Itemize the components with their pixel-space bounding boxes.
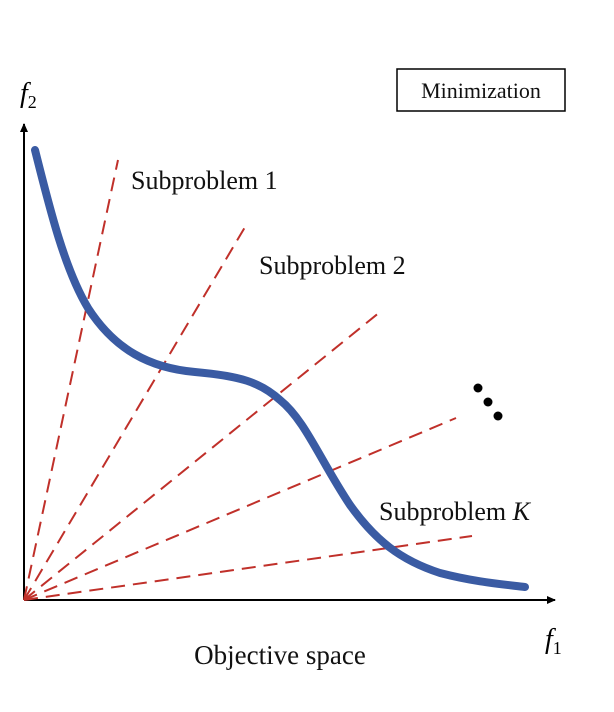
minimization-box: Minimization xyxy=(396,68,566,112)
y-axis-label: f2 xyxy=(20,78,37,112)
ellipsis-dot-3 xyxy=(493,411,503,421)
weight-vectors xyxy=(23,159,473,601)
ellipsis-dot-2 xyxy=(483,397,493,407)
objective-space-caption: Objective space xyxy=(194,640,366,670)
weight-vector-1 xyxy=(23,159,119,601)
subproblem-k-label: Subproblem K xyxy=(379,497,532,526)
weight-vector-3 xyxy=(23,311,381,601)
weight-vector-4 xyxy=(23,417,457,601)
subproblem-2-label: Subproblem 2 xyxy=(259,251,406,280)
ellipsis-dots xyxy=(473,383,503,421)
minimization-label: Minimization xyxy=(421,78,541,103)
weight-vector-2 xyxy=(23,221,249,601)
subproblem-1-label: Subproblem 1 xyxy=(131,166,278,195)
x-axis-label: f1 xyxy=(545,624,562,658)
weight-vector-k xyxy=(23,535,473,601)
pareto-front-curve xyxy=(31,146,529,591)
minimization-box-border xyxy=(396,68,566,112)
ellipsis-dot-1 xyxy=(473,383,483,393)
